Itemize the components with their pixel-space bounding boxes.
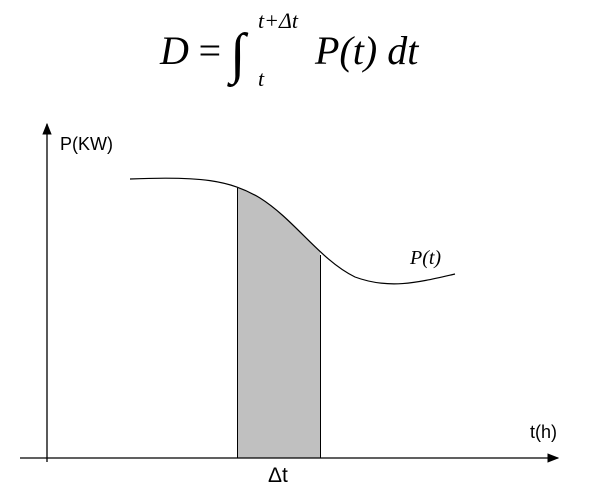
curve [129,177,456,285]
formula-lhs: D [159,28,189,73]
formula-integrand: P(t) dt [314,28,419,73]
formula-upper: t+Δt [258,8,299,33]
curve-label: P(t) [409,247,441,269]
y-axis-label: P(KW) [60,134,113,154]
formula-lower: t [258,66,265,91]
formula-integral: ∫ [227,23,249,88]
interval-label: Δt [268,464,288,487]
shaded-area [237,187,320,458]
x-axis-label: t(h) [530,422,557,442]
formula-equals: = [196,28,223,73]
